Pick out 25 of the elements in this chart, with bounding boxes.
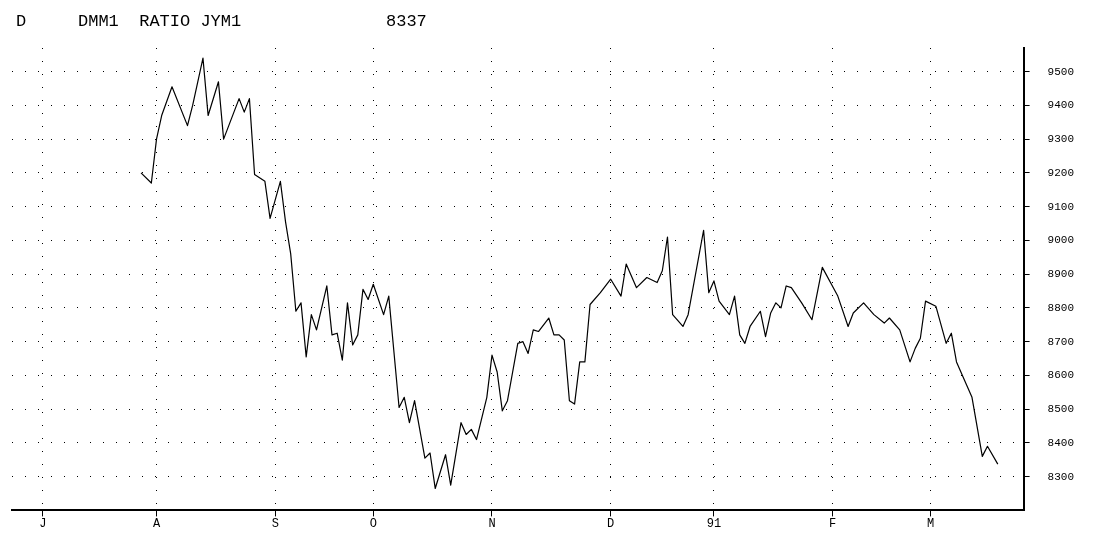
y-tick-label: 8900 — [1047, 268, 1074, 281]
y-tick-label: 8800 — [1047, 301, 1074, 314]
text: 8337 — [386, 12, 427, 31]
x-tick-label: 91 — [706, 516, 722, 531]
y-tick-label: 9000 — [1047, 234, 1074, 247]
y-tick-label: 8500 — [1047, 403, 1074, 416]
x-tick-label: F — [829, 516, 837, 531]
y-tick-label: 9200 — [1047, 166, 1074, 179]
y-tick-label: 9400 — [1047, 99, 1074, 112]
chart-title: DMM1 RATIO JYM1 — [78, 12, 242, 31]
y-tick-label: 9300 — [1047, 133, 1074, 146]
x-tick-label: N — [488, 516, 496, 531]
x-tick-label: S — [271, 516, 279, 531]
y-tick-label: 8400 — [1047, 436, 1074, 449]
y-tick-label: 9500 — [1047, 65, 1074, 78]
x-tick-label: O — [369, 516, 377, 531]
x-tick-label: M — [927, 516, 935, 531]
x-tick-label: D — [607, 516, 615, 531]
y-tick-label: 8600 — [1047, 369, 1074, 382]
y-tick-label: 8300 — [1047, 470, 1074, 483]
y-tick-label: 9100 — [1047, 200, 1074, 213]
text: D — [16, 12, 27, 31]
y-tick-label: 8700 — [1047, 335, 1074, 348]
x-tick-label: A — [152, 516, 161, 531]
x-tick-label: J — [39, 516, 47, 531]
